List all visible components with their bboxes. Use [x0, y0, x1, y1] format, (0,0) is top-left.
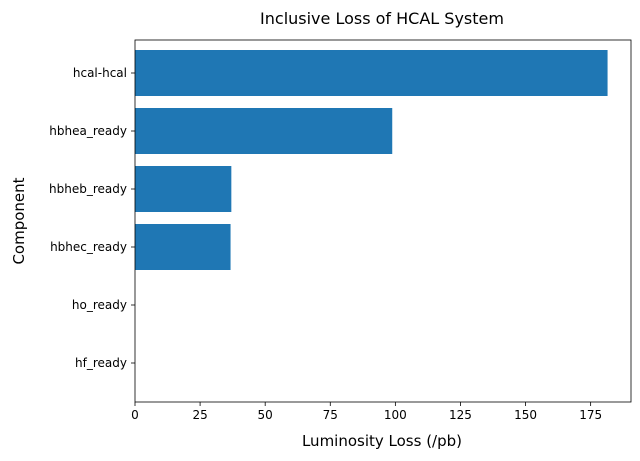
- bar-hcal-hcal: [135, 50, 608, 96]
- x-axis-title: Luminosity Loss (/pb): [302, 432, 462, 450]
- x-tick-label: 25: [192, 408, 207, 422]
- bar-hbheb_ready: [135, 166, 232, 212]
- plot-frame: [134, 39, 632, 403]
- y-axis: hcal-hcal hbhea_ready hbheb_ready hbhec_rea…: [49, 66, 135, 370]
- bar-hbhec_ready: [135, 224, 231, 270]
- x-tick-label: 0: [131, 408, 139, 422]
- y-tick-label: hf_ready: [75, 356, 127, 370]
- x-tick-label: 125: [449, 408, 472, 422]
- bars-group: [135, 50, 608, 270]
- x-tick-label: 50: [258, 408, 273, 422]
- y-axis-title: Component: [10, 177, 28, 264]
- bar-hbhea_ready: [135, 108, 393, 154]
- x-tick-label: 150: [514, 408, 537, 422]
- y-tick-label: hbhea_ready: [49, 124, 127, 138]
- x-axis: 0 25 50 75 100 125 150 175: [131, 402, 602, 422]
- y-tick-label: hcal-hcal: [73, 66, 127, 80]
- y-tick-label: hbhec_ready: [50, 240, 127, 254]
- y-tick-label: ho_ready: [72, 298, 127, 312]
- x-tick-label: 100: [384, 408, 407, 422]
- y-tick-label: hbheb_ready: [49, 182, 127, 196]
- x-tick-label: 75: [323, 408, 338, 422]
- x-tick-label: 175: [579, 408, 602, 422]
- chart-title: Inclusive Loss of HCAL System: [260, 9, 504, 28]
